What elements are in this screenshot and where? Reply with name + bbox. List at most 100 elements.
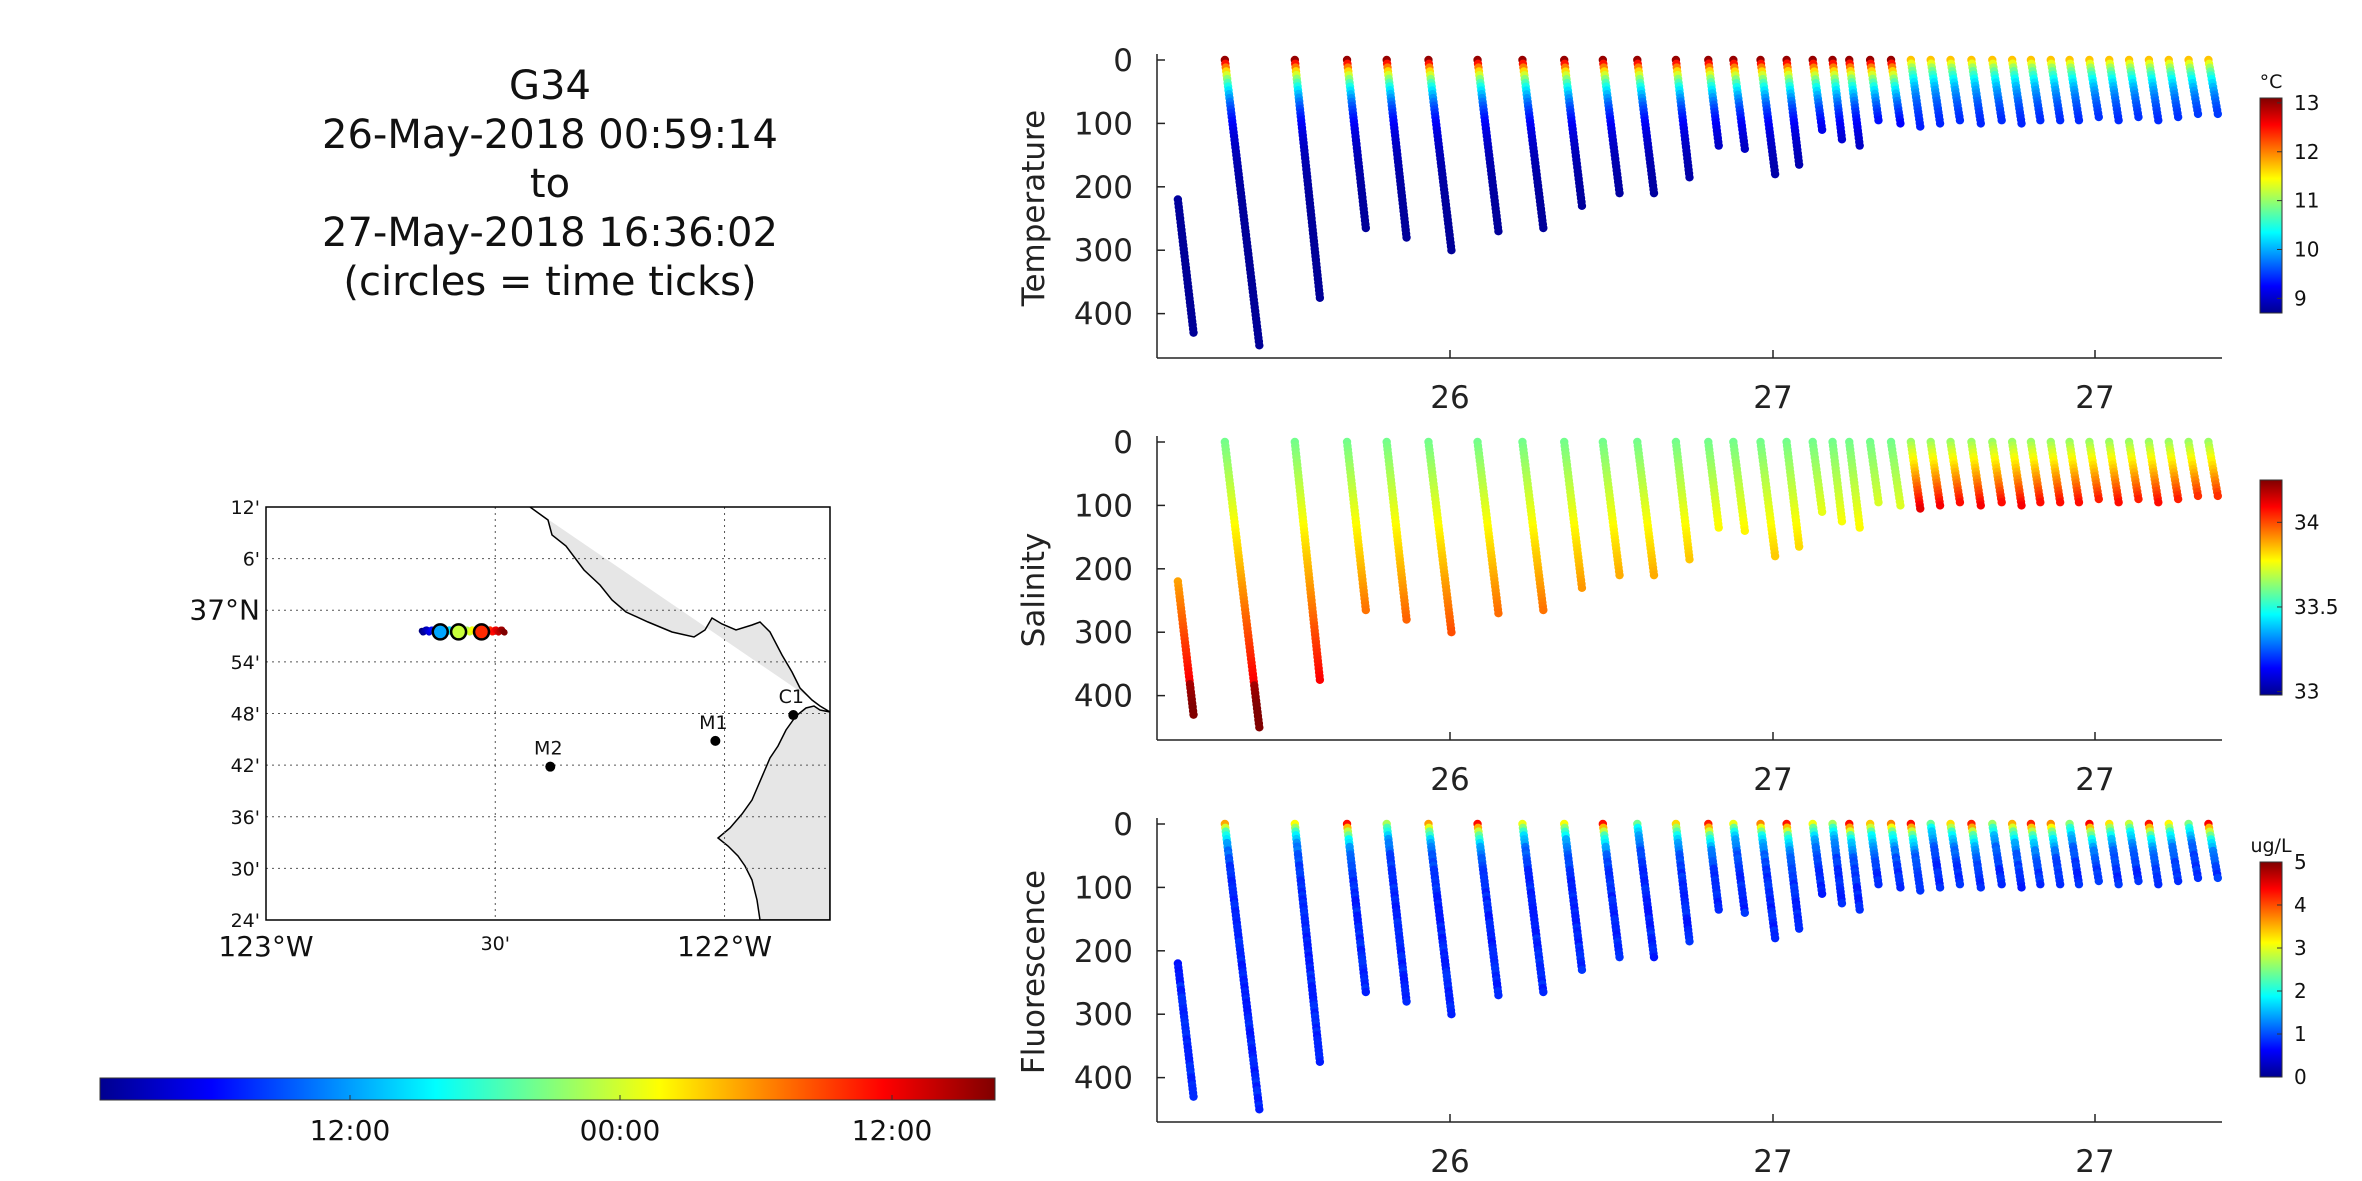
profile-sample-point [1794, 160, 1804, 169]
profile-cast [1671, 437, 1694, 564]
profile-cast [2184, 55, 2203, 119]
profile-sample-point [1447, 1010, 1456, 1019]
profile-sample-point [2213, 491, 2223, 501]
profile-sample-point [1447, 246, 1456, 255]
profile-cast [1220, 819, 1264, 1114]
profile-cast [2164, 55, 2183, 122]
profile-sample-point [1837, 135, 1847, 144]
profile-cast [1782, 819, 1804, 933]
profile-cast [2144, 819, 2163, 889]
profile-cast [2204, 55, 2223, 119]
profile-sample-point [2036, 116, 2045, 125]
profile-sample-point [1976, 119, 1986, 128]
profile-cast [2026, 819, 2045, 889]
profile-cast [1729, 437, 1750, 535]
map-lat-tick-label: 36' [231, 807, 260, 829]
profile-cast [1845, 55, 1864, 150]
profile-sample-point [1770, 551, 1780, 561]
profile-cast [1886, 437, 1905, 510]
y-tick-label: 300 [1074, 233, 1133, 269]
profile-cast [2046, 819, 2065, 889]
profile-sample-point [2134, 112, 2143, 122]
y-tick-label: 200 [1074, 934, 1133, 970]
colorbar-gradient [2259, 861, 2283, 1078]
profile-cast [2007, 55, 2026, 128]
profile-cast [2007, 437, 2026, 510]
profile-cast [2144, 437, 2163, 507]
profile-cast [2164, 437, 2183, 504]
profile-cast [2026, 55, 2045, 125]
colorbar-tick-label: 33.5 [2294, 595, 2339, 619]
time-tick-circle [431, 623, 449, 641]
y-axis-label: Temperature [1016, 110, 1052, 307]
profile-sample-point [1817, 507, 1827, 516]
map-lat-tick-label: 42' [231, 755, 260, 777]
profile-cast [1220, 55, 1264, 350]
profile-sample-point [1935, 119, 1945, 128]
profile-cast [1808, 437, 1827, 516]
profile-sample-point [1955, 498, 1965, 507]
profile-sample-point [1740, 144, 1750, 153]
y-tick-label: 400 [1074, 297, 1133, 333]
colorbar-tick-label: 11 [2294, 189, 2319, 213]
profile-sample-point [2193, 109, 2203, 119]
time-tick-circle [472, 623, 491, 641]
profile-cast [1946, 437, 1965, 507]
y-tick-label: 0 [1113, 807, 1133, 843]
profile-sample-point [2114, 116, 2123, 125]
profile-cast [1342, 437, 1371, 615]
y-tick-label: 200 [1074, 170, 1133, 206]
profile-sample-point [2193, 873, 2203, 883]
map-lon-tick-label: 123°W [218, 930, 313, 963]
profile-sample-point [1615, 188, 1624, 198]
profile-sample-point [1794, 542, 1804, 551]
profile-cast [1865, 819, 1883, 889]
profile-cast [2085, 819, 2103, 886]
profile-cast [1845, 437, 1864, 532]
profile-sample-point [1896, 119, 1905, 128]
map-tick-labels: 12' 6' 37°N 54' 48' 42' 36' 30' 24'123°W 30' 122°W [189, 497, 772, 963]
profile-cast [1828, 55, 1847, 144]
profile-cast [2085, 437, 2103, 504]
profile-sample-point [1855, 905, 1864, 914]
profile-sample-point [1916, 122, 1925, 131]
profile-sample-point [1935, 883, 1945, 892]
title-glider: G34 [509, 63, 591, 109]
colorbar-tick-label: 13 [2294, 91, 2319, 115]
profile-sample-point [1402, 615, 1411, 624]
title-start-time: 26-May-2018 00:59:14 [322, 112, 778, 158]
profile-cast [1518, 819, 1548, 997]
profile-cast [1967, 819, 1986, 892]
profile-sample-point [2193, 491, 2203, 501]
colorbar-tick-label: 5 [2294, 850, 2307, 874]
profile-cast [1808, 819, 1827, 898]
profile-sample-point [2173, 112, 2183, 122]
map-lon-tick-label: 30' [481, 933, 510, 955]
profile-cast [1473, 55, 1503, 236]
profile-sample-point [2114, 880, 2123, 889]
profile-sample-point [1685, 173, 1694, 182]
profile-cast [1967, 437, 1986, 510]
profile-cast [1828, 437, 1847, 526]
map-lat-tick-label: 54' [231, 652, 260, 674]
profile-sample-point [1615, 952, 1624, 962]
profile-cast [2164, 819, 2183, 886]
profile-cast [1633, 437, 1659, 580]
station-label: M1 [699, 712, 727, 734]
profile-cast [2105, 437, 2123, 507]
profile-sample-point [1361, 605, 1371, 615]
profile-sample-point [2114, 498, 2123, 507]
profile-cast [1382, 437, 1411, 624]
profile-cast [2204, 437, 2223, 501]
y-tick-label: 100 [1074, 870, 1133, 906]
colorbar-tick-label: 9 [2294, 286, 2307, 310]
profile-cast [1845, 819, 1864, 914]
y-tick-label: 200 [1074, 552, 1133, 588]
profile-sample-point [1685, 937, 1694, 946]
profile-sample-point [2036, 498, 2045, 507]
map-panel: 12' 6' 37°N 54' 48' 42' 36' 30' 24'123°W 30' 122°W… [189, 497, 831, 963]
time-tick-circle [449, 623, 468, 641]
profile-cast [2046, 437, 2065, 507]
colorbar-gradient [2259, 479, 2283, 696]
x-tick-label: 27 [1753, 380, 1792, 416]
